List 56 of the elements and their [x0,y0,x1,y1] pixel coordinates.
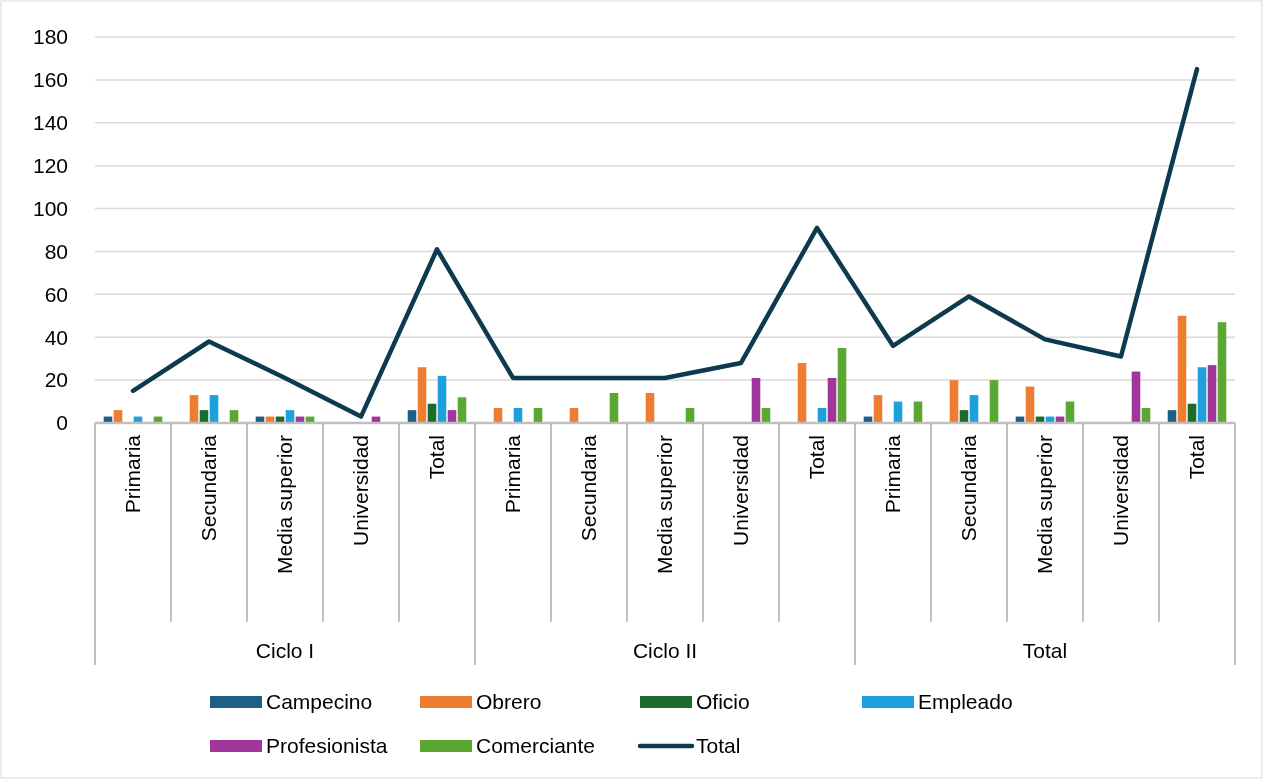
bar [609,392,619,423]
legend-label: Obrero [476,690,542,714]
bar [751,377,761,423]
y-tick-label: 120 [32,154,68,178]
bar [827,377,837,423]
x-tick-label: Media superior [1033,435,1056,574]
x-tick-label: Primaria [501,434,524,514]
legend-label: Comerciante [476,734,596,758]
x-tick-label: Primaria [881,434,904,514]
bar [457,397,467,423]
x-tick-label: Secundaria [197,434,220,542]
text: Total [1022,639,1068,662]
bar [1177,315,1187,423]
y-tick-label: 140 [32,111,68,135]
bar [417,367,427,423]
legend-label: Profesionista [266,734,388,758]
x-tick-label: Total [425,435,448,480]
y-tick-label: 160 [32,68,68,92]
legend-label: Total [696,734,741,758]
bar [437,375,447,423]
legend-label: Oficio [696,690,750,714]
x-tick-label: Primaria [121,434,144,514]
bar [873,395,883,423]
line-series [130,66,1200,419]
y-tick-label: 20 [44,368,68,392]
y-tick-label: 0 [56,411,68,435]
x-tick-label: Universidad [1109,435,1132,546]
bar [969,395,979,423]
bar [1131,371,1141,423]
y-tick-label: 80 [44,239,68,263]
y-tick-label: 60 [44,282,68,306]
text: Ciclo II [632,639,698,662]
bar [837,347,847,423]
x-tick-label: Universidad [349,435,372,546]
x-tick-label: Total [1185,435,1208,480]
bar [189,395,199,423]
y-tick-label: 40 [44,325,68,349]
x-tick-label: Media superior [273,435,296,574]
x-tick-label: Secundaria [577,434,600,542]
x-tick-label: Secundaria [957,434,980,542]
x-tick-label: Universidad [729,435,752,546]
text: Ciclo I [255,639,315,662]
bar [1207,365,1217,423]
bar [949,380,959,423]
x-tick-label: Total [805,435,828,480]
bar [989,380,999,423]
bar [797,362,807,423]
bar [645,392,655,423]
y-tick-label: 180 [32,25,68,49]
x-tick-label: Media superior [653,435,676,574]
legend-label: Campecino [266,690,373,714]
bar [1197,367,1207,423]
y-tick-label: 100 [32,196,68,220]
bar [1217,322,1227,423]
bar [209,395,219,423]
legend-label: Empleado [918,690,1013,714]
